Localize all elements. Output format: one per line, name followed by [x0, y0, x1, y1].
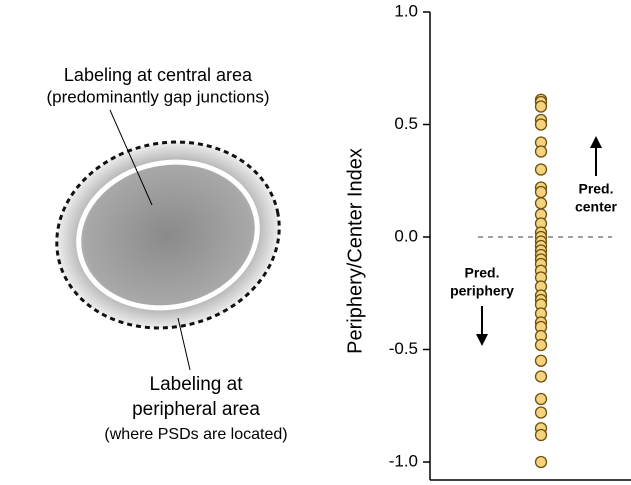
annotation: center [575, 199, 618, 215]
arrowhead [590, 136, 602, 148]
data-point [534, 185, 548, 199]
y-tick-label: 0.0 [394, 226, 418, 245]
arrowhead [476, 334, 488, 346]
leader-line [109, 109, 153, 206]
data-point [534, 370, 548, 383]
annotation: Pred. [464, 265, 499, 281]
data-point [534, 354, 548, 367]
cell-diagram [55, 140, 281, 330]
data-point [534, 338, 548, 352]
central-label: (predominantly gap junctions) [46, 87, 269, 106]
annotation: periphery [450, 283, 514, 299]
white-ring [76, 159, 260, 311]
data-point [534, 145, 548, 158]
y-tick-label: -0.5 [389, 339, 418, 358]
y-tick-label: -1.0 [389, 451, 418, 470]
data-point [534, 100, 548, 113]
leader-line [177, 317, 191, 371]
y-tick-label: 1.0 [394, 1, 418, 20]
y-tick-label: 0.5 [394, 114, 418, 133]
data-point [534, 163, 548, 176]
peripheral-label: peripheral area [132, 399, 260, 420]
data-point [534, 118, 548, 131]
annotation: Pred. [578, 181, 613, 197]
data-point [534, 455, 548, 469]
outer-membrane [55, 140, 281, 330]
chart: 1.0 0.5 0.0 -0.5 -1.0 Periphery/Center Index P… [344, 1, 631, 481]
peripheral-label: (where PSDs are located) [104, 426, 287, 443]
data-point [534, 406, 548, 419]
peripheral-label: Labeling at [150, 374, 244, 395]
data-point [534, 197, 548, 210]
data-point [534, 392, 548, 406]
central-label: Labeling at central area [64, 65, 253, 85]
y-axis-label: Periphery/Center Index [344, 148, 366, 354]
data-point [534, 428, 548, 442]
